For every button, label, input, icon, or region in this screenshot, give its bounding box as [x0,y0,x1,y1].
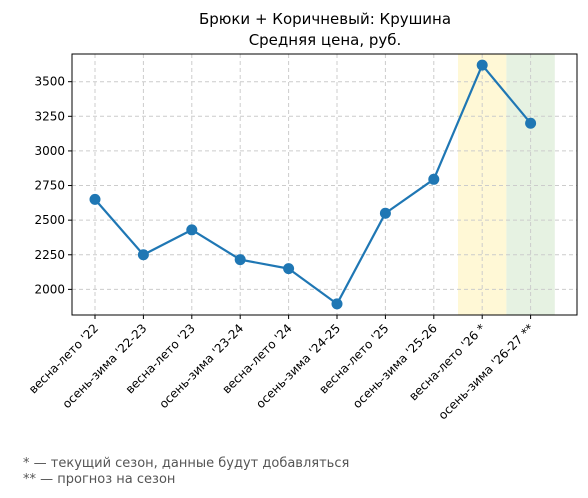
data-point [186,224,198,236]
x-tick-label: осень-зима '24-25 [253,321,343,411]
x-tick-label: осень-зима '25-26 [350,321,440,411]
data-point [137,249,149,261]
data-point [525,117,537,129]
y-tick-label: 3000 [34,144,65,158]
data-point [283,263,295,275]
y-tick-label: 3500 [34,75,65,89]
data-point [476,59,488,71]
data-point [379,207,391,219]
y-tick-label: 2500 [34,213,65,227]
plot-frame [71,53,578,316]
data-point [428,173,440,185]
y-tick-label: 2750 [34,179,65,193]
x-tick-label: осень-зима '22-23 [60,321,150,411]
data-point [331,298,343,310]
data-point [234,254,246,266]
y-tick-label: 2250 [34,248,65,262]
data-point [89,193,101,205]
x-tick-label: осень-зима '23-24 [156,321,246,411]
series-line [94,63,532,306]
highlight-band-0 [458,54,507,315]
chart-title: Брюки + Коричневый: Крушина [199,10,451,28]
y-tick-label: 3250 [34,109,65,123]
footnote-current-season: * — текущий сезон, данные будут добавлят… [23,456,350,471]
highlight-band-1 [506,54,555,315]
x-tick-label: осень-зима '26-27 ** [436,321,537,422]
footnote-forecast: ** — прогноз на сезон [23,472,176,487]
chart-subtitle: Средняя цена, руб. [249,31,402,49]
y-tick-label: 2000 [34,282,65,296]
